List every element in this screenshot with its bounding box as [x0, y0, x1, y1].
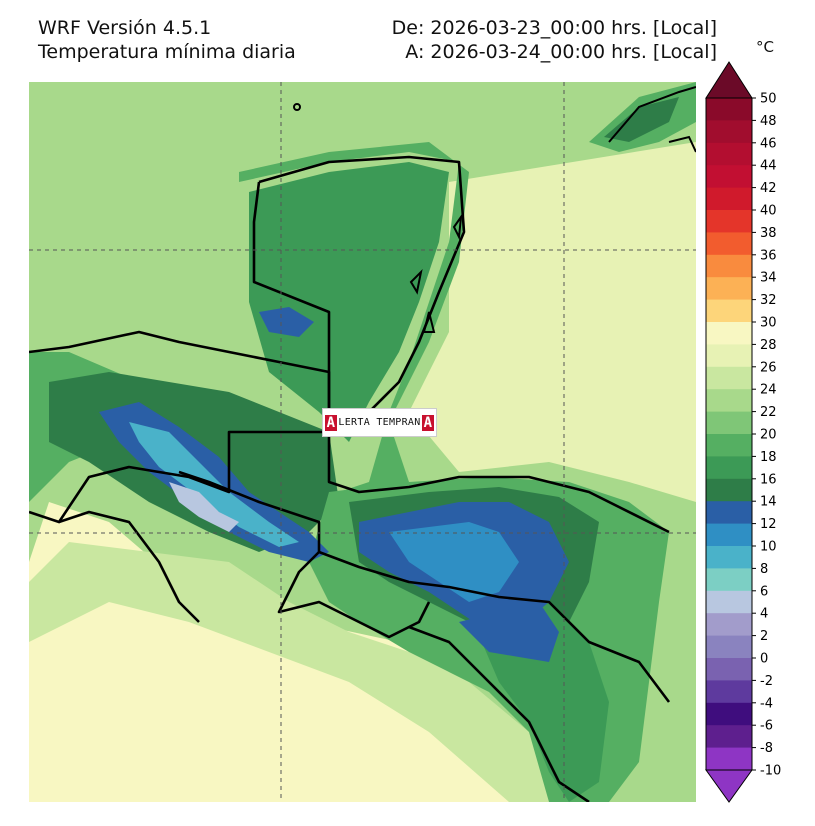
colorbar-swatch: [706, 232, 752, 256]
colorbar-lower-arrow: [705, 769, 753, 803]
honduras-highlands-inner: [389, 522, 519, 602]
colorbar-tick-label: 18: [760, 450, 777, 465]
logo-tail-letter: A: [421, 414, 435, 431]
colorbar-tick-label: 14: [760, 495, 777, 510]
variable-title: Temperatura mínima diaria: [38, 41, 296, 63]
colorbar-tick-label: -6: [760, 719, 773, 734]
colorbar-tick-label: -2: [760, 674, 773, 689]
colorbar-tick-label: 46: [760, 136, 777, 151]
colorbar-tick-label: -10: [760, 764, 781, 779]
colorbar-swatch: [706, 590, 752, 614]
colorbar-tick-label: 8: [760, 562, 768, 577]
colorbar-swatch: [706, 747, 752, 771]
date-from: De: 2026-03-23_00:00 hrs. [Local]: [391, 17, 717, 39]
model-title: WRF Versión 4.5.1: [38, 17, 212, 39]
colorbar-swatch: [706, 277, 752, 301]
colorbar-swatch: [706, 613, 752, 637]
guatemala-coldest: [169, 482, 239, 532]
colorbar-tick-label: -4: [760, 696, 773, 711]
temperature-map: [29, 82, 696, 802]
nicaragua-highlands: [459, 602, 559, 662]
colorbar-swatch: [706, 434, 752, 457]
colorbar-swatch: [706, 165, 752, 189]
colorbar-swatch: [706, 635, 752, 659]
colorbar-swatch: [706, 658, 752, 681]
pacific-mid-zone: [29, 542, 569, 802]
colorbar-swatch: [706, 411, 752, 435]
colorbar-tick-label: 24: [760, 383, 777, 398]
colorbar-swatch: [706, 210, 752, 233]
alerta-temprana-logo: A LERTA TEMPRAN A: [322, 408, 437, 437]
colorbar-tick-label: 0: [760, 652, 768, 667]
colorbar-swatch: [706, 546, 752, 569]
cuba-core: [604, 97, 679, 142]
colorbar-tick-label: 22: [760, 405, 777, 420]
colorbar-swatch: [706, 389, 752, 413]
colorbar-tick-label: 30: [760, 316, 777, 331]
colorbar-swatch: [706, 254, 752, 278]
logo-lead-letter: A: [324, 414, 338, 431]
colorbar-swatch: [706, 187, 752, 211]
colorbar-unit: °C: [756, 38, 774, 56]
colorbar-swatch: [706, 523, 752, 547]
colorbar-tick-label: 16: [760, 472, 777, 487]
colorbar-tick-label: 42: [760, 181, 777, 196]
colorbar-swatch: [706, 680, 752, 704]
colorbar-swatch: [706, 120, 752, 144]
colorbar-swatch: [706, 142, 752, 166]
colorbar-tick-label: 40: [760, 204, 777, 219]
colorbar-swatch: [706, 725, 752, 749]
graticule: [29, 82, 696, 802]
colorbar-swatch: [706, 568, 752, 592]
colorbar-swatch: [706, 322, 752, 345]
caribbean-warm-zone: [409, 142, 696, 502]
colorbar-tick-label: 34: [760, 271, 777, 286]
country-borders: [29, 155, 671, 802]
colorbar-swatch: [706, 478, 752, 502]
colorbar-tick-label: 38: [760, 226, 777, 241]
colorbar-tick-label: 6: [760, 584, 768, 599]
colorbar-swatch: [706, 456, 752, 480]
colorbar-tick-label: 28: [760, 338, 777, 353]
colorbar-tick-label: 26: [760, 360, 777, 375]
colorbar-tick-label: 12: [760, 517, 777, 532]
colorbar-tick-label: -8: [760, 741, 773, 756]
colorbar-swatch: [706, 98, 752, 121]
yucatan-core: [249, 162, 449, 442]
colorbar-tick-label: 10: [760, 540, 777, 555]
colorbar-tick-label: 36: [760, 248, 777, 263]
logo-text: LERTA TEMPRAN: [338, 417, 421, 428]
colorbar-tick-label: 20: [760, 428, 777, 443]
colorbar-swatch: [706, 702, 752, 726]
colorbar-upper-arrow: [705, 61, 753, 99]
colorbar-swatch: [706, 501, 752, 525]
colorbar-tick-label: 4: [760, 607, 768, 622]
colorbar-tick-label: 50: [760, 92, 777, 107]
colorbar-tick-label: 2: [760, 629, 768, 644]
colorbar: 5048464442403836343230282624222018161412…: [705, 61, 781, 803]
colorbar-swatch: [706, 344, 752, 368]
islands: [293, 86, 696, 333]
colorbar-swatch: [706, 366, 752, 390]
yucatan-cool-spot: [259, 307, 314, 337]
colorbar-tick-label: 32: [760, 293, 777, 308]
colorbar-swatch: [706, 299, 752, 323]
colorbar-tick-label: 48: [760, 114, 777, 129]
colorbar-tick-label: 44: [760, 159, 777, 174]
date-to: A: 2026-03-24_00:00 hrs. [Local]: [405, 41, 717, 63]
